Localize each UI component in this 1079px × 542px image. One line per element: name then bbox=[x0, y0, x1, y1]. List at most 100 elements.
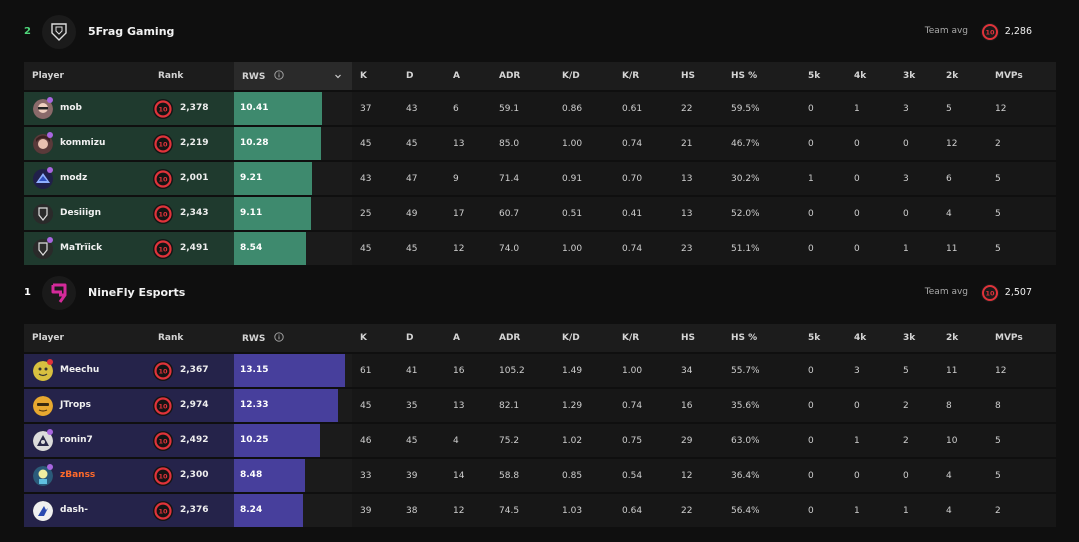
table-row[interactable]: mob 10 2,378 10.41 37 43 6 59.1 0.86 0.6… bbox=[24, 92, 1056, 125]
table-row[interactable]: modz 10 2,001 9.21 43 47 9 71.4 0.91 0.7… bbox=[24, 162, 1056, 195]
player-cell[interactable]: JTrops bbox=[24, 389, 150, 422]
player-name[interactable]: JTrops bbox=[60, 400, 91, 410]
col-header-k[interactable]: K bbox=[352, 324, 398, 352]
table-row[interactable]: ronin7 10 2,492 10.25 46 45 4 75.2 1.02 … bbox=[24, 424, 1056, 457]
chevron-down-icon[interactable] bbox=[334, 72, 342, 80]
col-header-2k[interactable]: 2k bbox=[938, 62, 987, 90]
table-row[interactable]: MaTrïick 10 2,491 8.54 45 45 12 74.0 1.0… bbox=[24, 232, 1056, 265]
col-header-kr[interactable]: K/R bbox=[614, 324, 673, 352]
stat-kd: 1.49 bbox=[554, 354, 614, 387]
col-header-4k[interactable]: 4k bbox=[846, 324, 895, 352]
rws-cell: 8.24 bbox=[234, 494, 352, 527]
team-logo-icon[interactable] bbox=[42, 276, 76, 310]
avatar[interactable] bbox=[33, 396, 53, 416]
team-name[interactable]: 5Frag Gaming bbox=[88, 25, 175, 38]
player-cell[interactable]: kommizu bbox=[24, 127, 150, 160]
status-dot-icon bbox=[47, 97, 53, 103]
player-cell[interactable]: ronin7 bbox=[24, 424, 150, 457]
avatar[interactable] bbox=[33, 431, 53, 451]
info-icon[interactable] bbox=[274, 70, 285, 80]
stat-2k: 11 bbox=[938, 354, 987, 387]
player-name[interactable]: mob bbox=[60, 103, 83, 113]
player-name[interactable]: Meechu bbox=[60, 365, 100, 375]
level-badge-icon: 10 bbox=[153, 361, 173, 381]
col-header-5k[interactable]: 5k bbox=[800, 324, 846, 352]
table-row[interactable]: kommizu 10 2,219 10.28 45 45 13 85.0 1.0… bbox=[24, 127, 1056, 160]
col-header-adr[interactable]: ADR bbox=[491, 62, 554, 90]
rws-value: 10.28 bbox=[240, 138, 269, 148]
player-cell[interactable]: zBanss bbox=[24, 459, 150, 492]
rank-value: 2,491 bbox=[180, 243, 209, 253]
avatar[interactable] bbox=[33, 169, 53, 189]
col-header-hs-percent[interactable]: HS % bbox=[723, 324, 800, 352]
col-header-mvps[interactable]: MVPs bbox=[987, 324, 1056, 352]
col-header-2k[interactable]: 2k bbox=[938, 324, 987, 352]
col-header-d[interactable]: D bbox=[398, 324, 445, 352]
team-logo-icon[interactable] bbox=[42, 15, 76, 49]
player-cell[interactable]: MaTrïick bbox=[24, 232, 150, 265]
stat-k: 43 bbox=[352, 162, 398, 195]
avatar[interactable] bbox=[33, 134, 53, 154]
team-name[interactable]: NineFly Esports bbox=[88, 286, 186, 299]
avatar[interactable] bbox=[33, 239, 53, 259]
stat-4k: 1 bbox=[846, 494, 895, 527]
info-icon[interactable] bbox=[274, 332, 285, 342]
table-row[interactable]: Desiiign 10 2,343 9.11 25 49 17 60.7 0.5… bbox=[24, 197, 1056, 230]
col-header-3k[interactable]: 3k bbox=[895, 62, 938, 90]
col-header-kr[interactable]: K/R bbox=[614, 62, 673, 90]
rws-cell: 9.21 bbox=[234, 162, 352, 195]
col-header-rank[interactable]: Rank bbox=[150, 62, 234, 90]
player-cell[interactable]: Meechu bbox=[24, 354, 150, 387]
avatar[interactable] bbox=[33, 361, 53, 381]
col-header-3k[interactable]: 3k bbox=[895, 324, 938, 352]
col-header-d[interactable]: D bbox=[398, 62, 445, 90]
col-header-hs[interactable]: HS bbox=[673, 62, 723, 90]
stat-mvps: 12 bbox=[987, 92, 1056, 125]
col-header-a[interactable]: A bbox=[445, 324, 491, 352]
col-header-rank[interactable]: Rank bbox=[150, 324, 234, 352]
avatar[interactable] bbox=[33, 204, 53, 224]
player-name[interactable]: Desiiign bbox=[60, 208, 102, 218]
avatar[interactable] bbox=[33, 466, 53, 486]
rank-cell: 10 2,974 bbox=[150, 389, 234, 422]
col-header-mvps[interactable]: MVPs bbox=[987, 62, 1056, 90]
player-cell[interactable]: modz bbox=[24, 162, 150, 195]
table-row[interactable]: Meechu 10 2,367 13.15 61 41 16 105.2 1.4… bbox=[24, 354, 1056, 387]
avatar[interactable] bbox=[33, 99, 53, 119]
col-header-k[interactable]: K bbox=[352, 62, 398, 90]
avatar[interactable] bbox=[33, 501, 53, 521]
table-row[interactable]: JTrops 10 2,974 12.33 45 35 13 82.1 1.29… bbox=[24, 389, 1056, 422]
player-name[interactable]: zBanss bbox=[60, 470, 96, 480]
col-header-kd[interactable]: K/D bbox=[554, 324, 614, 352]
col-header-player[interactable]: Player bbox=[24, 324, 150, 352]
col-header-hs[interactable]: HS bbox=[673, 324, 723, 352]
table-row[interactable]: zBanss 10 2,300 8.48 33 39 14 58.8 0.85 … bbox=[24, 459, 1056, 492]
rank-value: 2,974 bbox=[180, 400, 209, 410]
stat-4k: 3 bbox=[846, 354, 895, 387]
player-cell[interactable]: mob bbox=[24, 92, 150, 125]
col-header-4k[interactable]: 4k bbox=[846, 62, 895, 90]
col-header-rws[interactable]: RWS bbox=[234, 62, 352, 90]
player-name[interactable]: ronin7 bbox=[60, 435, 93, 445]
col-header-hs-percent[interactable]: HS % bbox=[723, 62, 800, 90]
rws-value: 12.33 bbox=[240, 400, 269, 410]
col-header-player[interactable]: Player bbox=[24, 62, 150, 90]
stat-hs: 29 bbox=[673, 424, 723, 457]
stat-kd: 1.00 bbox=[554, 127, 614, 160]
col-header-rws[interactable]: RWS bbox=[234, 324, 352, 352]
col-header-a[interactable]: A bbox=[445, 62, 491, 90]
col-header-5k[interactable]: 5k bbox=[800, 62, 846, 90]
player-cell[interactable]: dash- bbox=[24, 494, 150, 527]
table-header-row: Player Rank RWS K D A ADR K/D K/R HS HS … bbox=[24, 324, 1056, 352]
col-header-adr[interactable]: ADR bbox=[491, 324, 554, 352]
col-header-kd[interactable]: K/D bbox=[554, 62, 614, 90]
table-row[interactable]: dash- 10 2,376 8.24 39 38 12 74.5 1.03 0… bbox=[24, 494, 1056, 527]
stat-5k: 0 bbox=[800, 354, 846, 387]
player-name[interactable]: modz bbox=[60, 173, 88, 183]
player-name[interactable]: MaTrïick bbox=[60, 243, 103, 253]
stat-5k: 0 bbox=[800, 197, 846, 230]
player-cell[interactable]: Desiiign bbox=[24, 197, 150, 230]
player-name[interactable]: dash- bbox=[60, 505, 89, 515]
player-name[interactable]: kommizu bbox=[60, 138, 106, 148]
stat-mvps: 5 bbox=[987, 424, 1056, 457]
